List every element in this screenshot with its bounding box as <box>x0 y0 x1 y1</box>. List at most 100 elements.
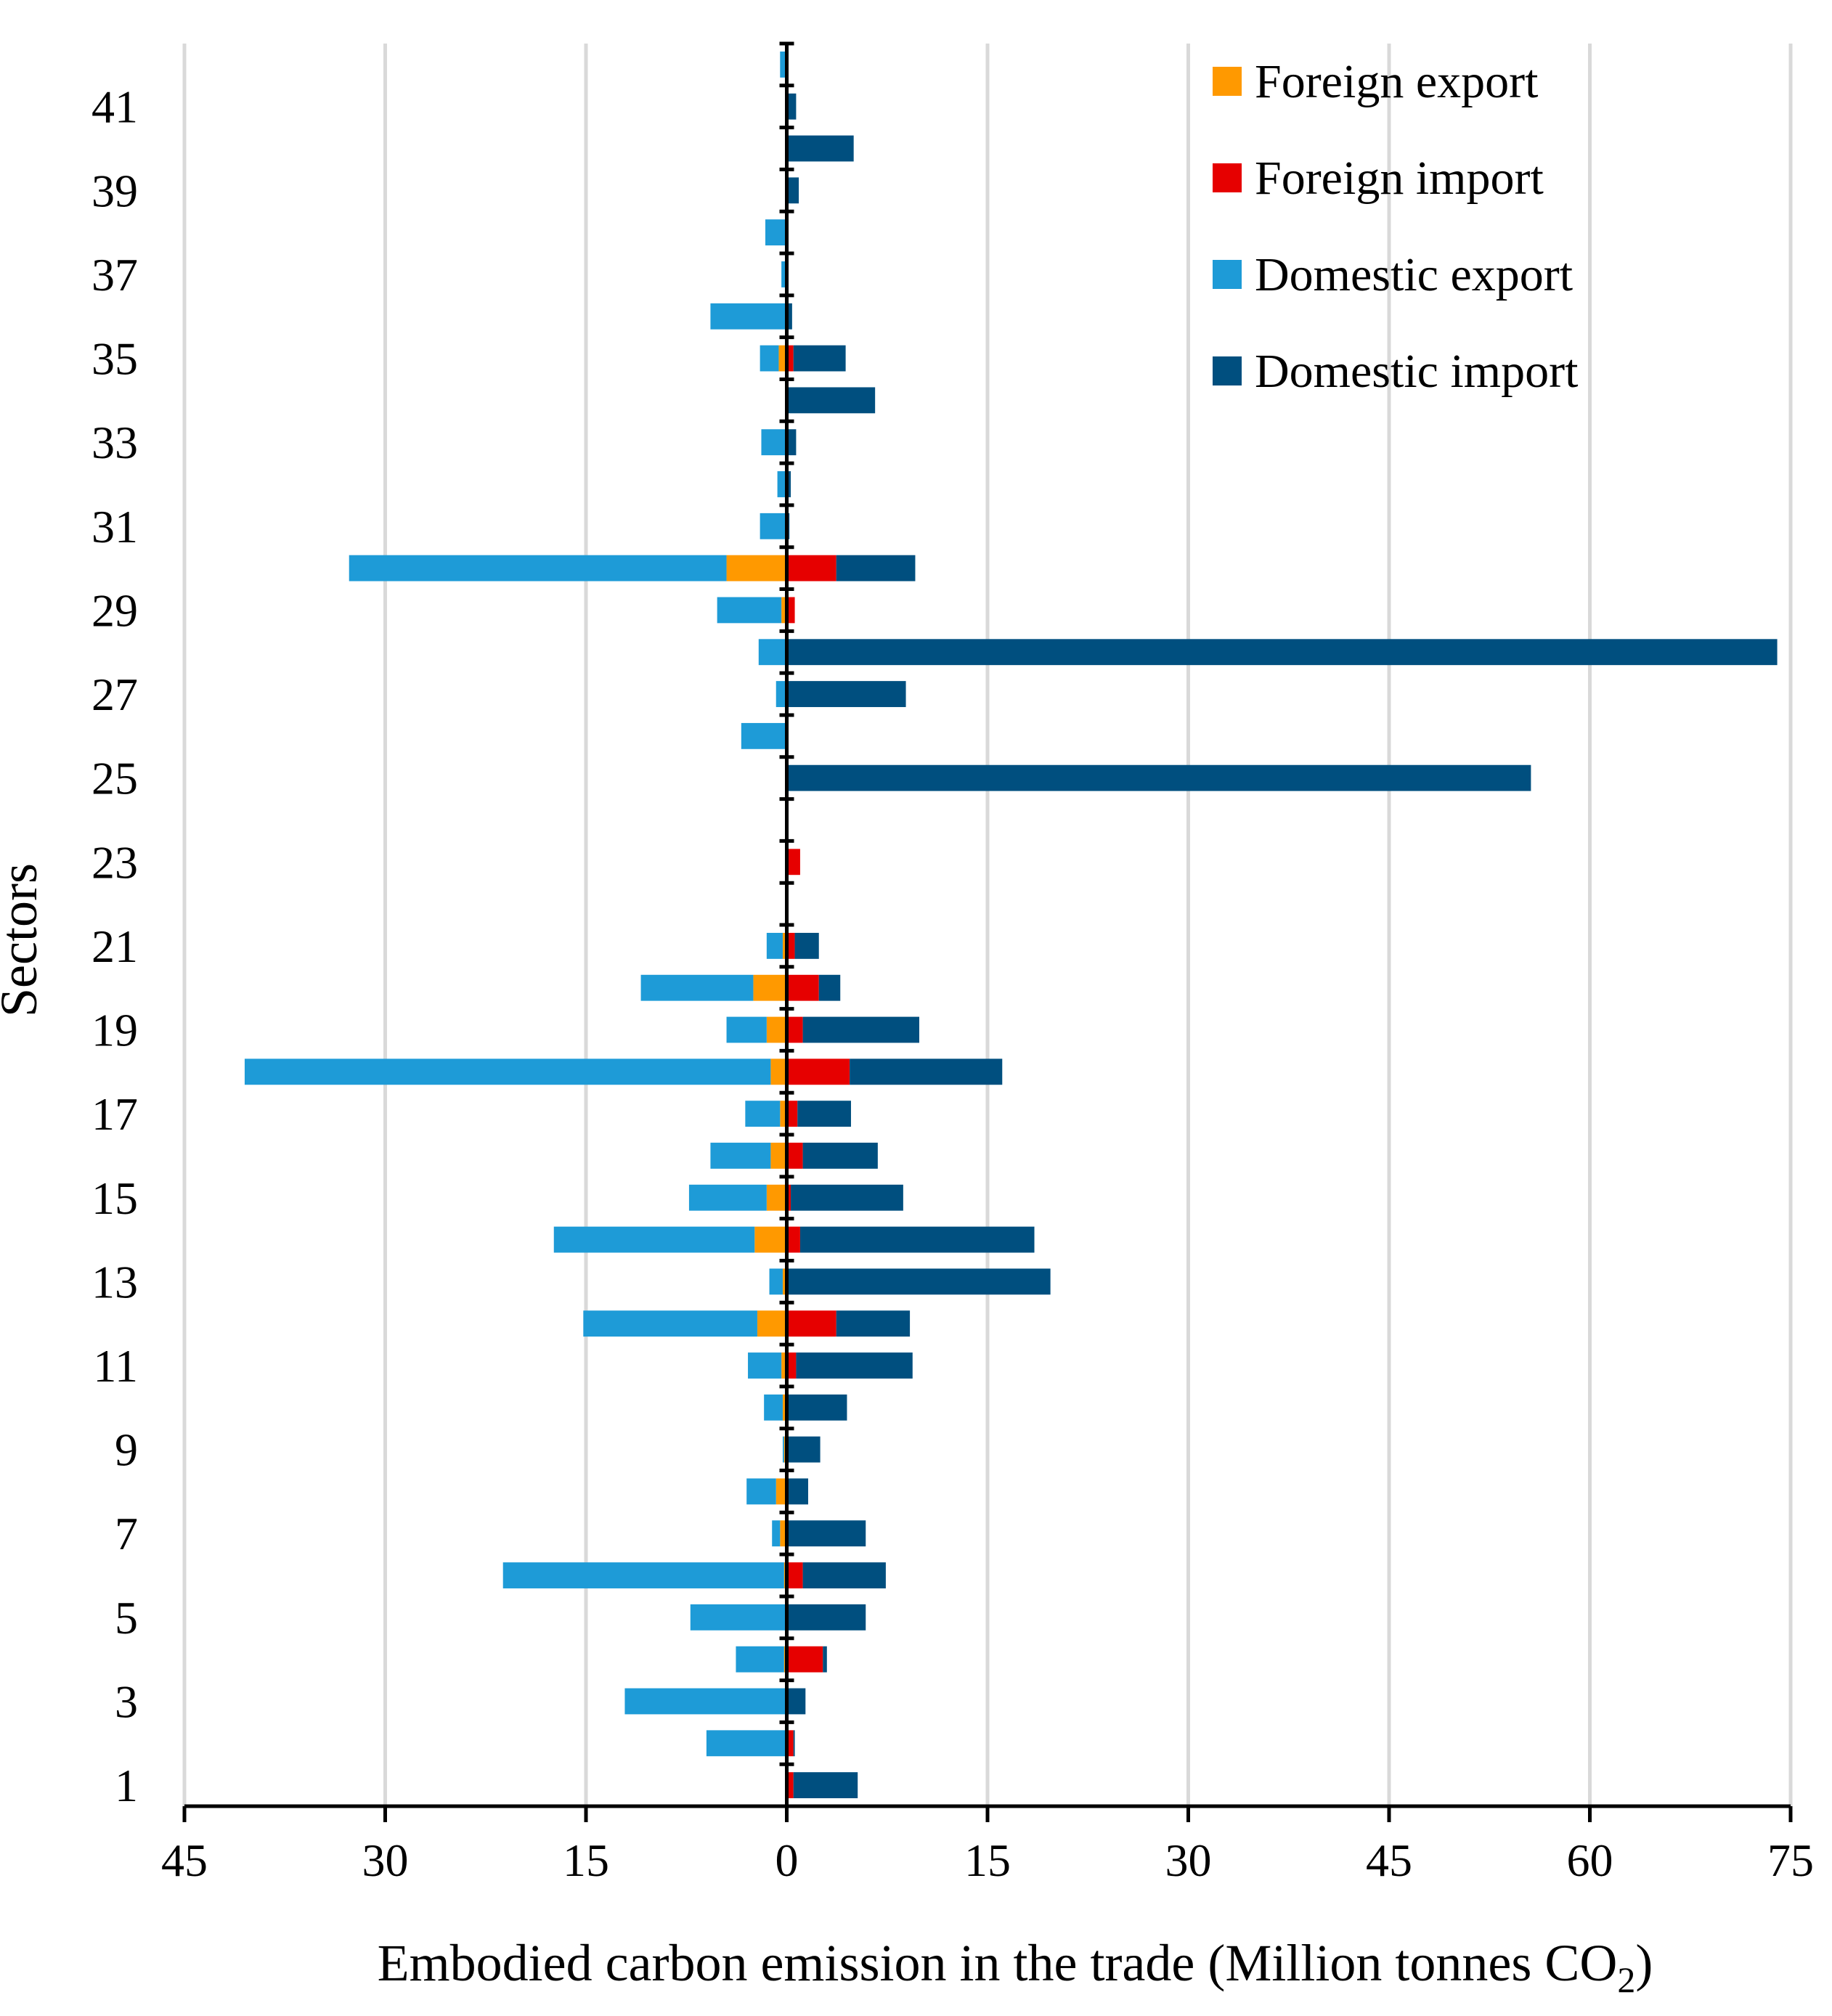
legend-item-domestic-export: Domestic export <box>1213 248 1573 301</box>
bar-domestic-import-sector-10 <box>786 1394 847 1421</box>
y-tick-label: 13 <box>91 1256 138 1307</box>
bar-foreign-export-sector-7 <box>780 1520 787 1547</box>
bar-domestic-export-sector-16 <box>710 1143 771 1169</box>
bar-domestic-export-sector-38 <box>765 219 787 246</box>
bar-domestic-import-sector-14 <box>799 1226 1035 1253</box>
bar-domestic-import-sector-36 <box>786 303 792 330</box>
y-axis-title: Sectors <box>0 863 48 1017</box>
bar-foreign-export-sector-8 <box>775 1478 787 1505</box>
bar-foreign-import-sector-12 <box>786 1310 836 1337</box>
x-tick-label: 15 <box>563 1835 609 1886</box>
bar-foreign-export-sector-19 <box>766 1016 787 1043</box>
bar-domestic-export-sector-5 <box>690 1604 787 1631</box>
bar-domestic-export-sector-4 <box>736 1646 784 1673</box>
bar-domestic-export-sector-26 <box>741 722 787 749</box>
y-tick-label: 37 <box>91 249 138 301</box>
bar-foreign-export-sector-35 <box>778 345 787 372</box>
bar-domestic-import-sector-16 <box>802 1143 878 1169</box>
y-tick-label: 25 <box>91 753 138 804</box>
y-tick-label: 17 <box>91 1088 138 1140</box>
bar-domestic-import-sector-3 <box>786 1688 806 1715</box>
bar-domestic-import-sector-33 <box>786 429 797 456</box>
bar-domestic-import-sector-30 <box>836 555 916 581</box>
bar-domestic-export-sector-8 <box>746 1478 776 1505</box>
bar-foreign-export-sector-30 <box>726 555 787 581</box>
bar-domestic-export-sector-13 <box>769 1268 783 1295</box>
legend-swatch <box>1213 356 1242 385</box>
bar-domestic-export-sector-31 <box>760 513 787 539</box>
bar-foreign-export-sector-13 <box>782 1268 787 1295</box>
bar-foreign-export-sector-12 <box>757 1310 787 1337</box>
x-tick-label: 30 <box>362 1835 409 1886</box>
bar-domestic-export-sector-42 <box>780 51 787 78</box>
bar-foreign-import-sector-35 <box>786 345 794 372</box>
legend: Foreign export Foreign import Domestic exp… <box>1213 55 1578 398</box>
y-tick-label: 15 <box>91 1172 138 1224</box>
y-tick-label: 9 <box>115 1424 138 1476</box>
y-tick-label: 33 <box>91 417 138 468</box>
bar-domestic-import-sector-11 <box>796 1352 913 1379</box>
bar-domestic-export-sector-21 <box>766 932 783 959</box>
bar-domestic-import-sector-15 <box>791 1184 903 1211</box>
bar-domestic-export-sector-30 <box>349 555 727 581</box>
bar-foreign-import-sector-15 <box>786 1184 791 1211</box>
bar-domestic-export-sector-32 <box>777 471 787 497</box>
bar-domestic-export-sector-15 <box>688 1184 767 1211</box>
bar-foreign-export-sector-21 <box>782 932 787 959</box>
y-tick-label: 41 <box>91 81 138 133</box>
bar-foreign-export-sector-20 <box>753 974 787 1001</box>
bar-domestic-export-sector-6 <box>502 1562 784 1588</box>
bar-foreign-import-sector-1 <box>786 1772 794 1799</box>
bar-domestic-export-sector-27 <box>775 681 787 707</box>
legend-swatch <box>1213 67 1242 96</box>
bar-domestic-import-sector-20 <box>818 974 841 1001</box>
x-tick-label: 0 <box>775 1835 799 1886</box>
bar-foreign-import-sector-11 <box>786 1352 797 1379</box>
bar-domestic-import-sector-39 <box>786 177 799 204</box>
bar-foreign-import-sector-21 <box>786 932 795 959</box>
bar-domestic-export-sector-37 <box>781 261 787 287</box>
bar-foreign-export-sector-11 <box>781 1352 787 1379</box>
bar-foreign-export-sector-16 <box>770 1143 787 1169</box>
bar-foreign-import-sector-2 <box>786 1730 794 1757</box>
bar-domestic-export-sector-11 <box>748 1352 782 1379</box>
bar-domestic-import-sector-18 <box>850 1058 1003 1085</box>
y-tick-label: 7 <box>115 1508 138 1559</box>
bar-domestic-export-sector-29 <box>717 597 782 624</box>
x-axis-title-main: Embodied carbon emission in the trade (M… <box>378 1934 1618 1992</box>
x-axis-title: Embodied carbon emission in the trade (M… <box>378 1934 1653 2000</box>
bar-domestic-import-sector-12 <box>836 1310 911 1337</box>
bar-domestic-export-sector-9 <box>782 1436 784 1463</box>
bar-foreign-export-sector-15 <box>766 1184 787 1211</box>
bar-foreign-import-sector-14 <box>786 1226 800 1253</box>
bar-domestic-export-sector-20 <box>640 974 754 1001</box>
bar-domestic-import-sector-40 <box>786 135 854 162</box>
bar-domestic-import-sector-5 <box>786 1604 866 1631</box>
legend-item-foreign-export: Foreign export <box>1213 55 1538 108</box>
bar-foreign-import-sector-20 <box>786 974 819 1001</box>
y-tick-label: 21 <box>91 921 138 972</box>
y-tick-label: 39 <box>91 165 138 216</box>
bar-domestic-import-sector-35 <box>793 345 846 372</box>
legend-label: Foreign import <box>1255 152 1544 205</box>
bar-domestic-export-sector-18 <box>244 1058 771 1085</box>
bar-domestic-import-sector-17 <box>797 1101 851 1127</box>
bar-domestic-export-sector-36 <box>710 303 787 330</box>
bar-foreign-import-sector-19 <box>786 1016 803 1043</box>
bar-domestic-import-sector-1 <box>793 1772 858 1799</box>
y-tick-label: 1 <box>115 1760 138 1811</box>
bar-domestic-export-sector-2 <box>706 1730 787 1757</box>
bar-domestic-export-sector-12 <box>583 1310 757 1337</box>
legend-item-domestic-import: Domestic import <box>1213 345 1578 398</box>
legend-swatch <box>1213 163 1242 192</box>
bar-domestic-export-sector-7 <box>772 1520 781 1547</box>
x-tick-label: 15 <box>964 1835 1011 1886</box>
x-tick-label: 45 <box>1366 1835 1412 1886</box>
bar-domestic-import-sector-19 <box>802 1016 919 1043</box>
x-axis-ticks: 45 30 15 0 15 30 45 60 75 <box>161 1806 1814 1886</box>
bar-domestic-export-sector-35 <box>760 345 779 372</box>
bar-domestic-export-sector-28 <box>758 639 787 666</box>
bar-domestic-import-sector-21 <box>794 932 819 959</box>
y-tick-label: 31 <box>91 501 138 552</box>
bar-domestic-export-sector-14 <box>553 1226 755 1253</box>
